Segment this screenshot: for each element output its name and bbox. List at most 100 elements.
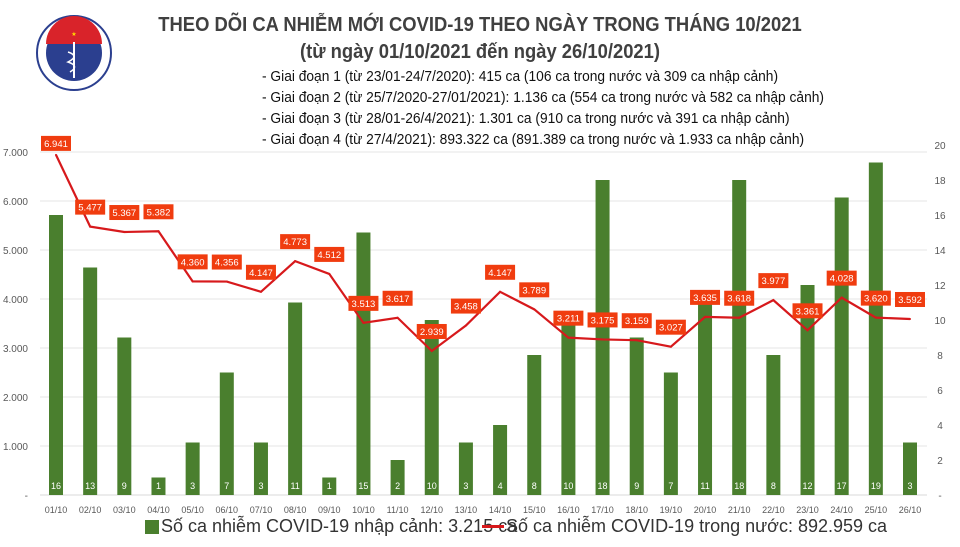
line-label-box [177, 254, 208, 270]
bar [663, 372, 678, 495]
left-axis-tick: 5.000 [3, 246, 28, 257]
x-axis-tick: 19/10 [660, 505, 683, 515]
line-point [259, 290, 262, 293]
line-data-label: 3.592 [898, 295, 922, 306]
bar-data-label: 18 [598, 481, 608, 491]
line-data-label: 4.028 [830, 274, 854, 285]
left-axis-tick: 7.000 [3, 148, 28, 159]
line-data-label: 3.211 [557, 314, 580, 325]
bar [424, 320, 439, 495]
bar-data-label: 15 [358, 481, 368, 491]
line-label-box [519, 282, 550, 298]
bar-data-label: 1 [156, 481, 161, 491]
line-label-box [860, 290, 891, 306]
right-axis-tick: 16 [934, 211, 946, 222]
line-data-label: 6.941 [44, 139, 68, 150]
right-axis-tick: 8 [937, 351, 943, 362]
line-label-box [245, 264, 276, 280]
right-axis-tick: 4 [937, 421, 943, 432]
phase-note: - Giai đoạn 3 (từ 28/01-26/4/2021): 1.30… [262, 111, 790, 127]
x-axis-tick: 25/10 [865, 505, 888, 515]
line-point [396, 316, 399, 319]
x-axis-tick: 06/10 [216, 505, 239, 515]
domestic-line [55, 154, 911, 353]
bar [151, 477, 166, 495]
bar [185, 442, 200, 495]
line-data-label: 3.458 [454, 302, 478, 313]
bar-data-label: 10 [563, 481, 573, 491]
line-label-box [724, 290, 755, 306]
line-data-label: 5.367 [112, 208, 136, 219]
phase-notes: - Giai đoạn 1 (từ 23/01-24/7/2020): 415 … [262, 67, 824, 151]
left-axis-tick: - [25, 491, 28, 502]
chart-title: THEO DÕI CA NHIỄM MỚI COVID-19 THEO NGÀY… [158, 14, 802, 36]
left-axis-tick: 3.000 [3, 344, 28, 355]
line-label-box [348, 295, 379, 311]
line-label-box [416, 323, 447, 339]
left-axis-tick: 6.000 [3, 197, 28, 208]
bar [253, 442, 268, 495]
line-data-label: 3.635 [693, 293, 717, 304]
line-label-box [41, 135, 71, 151]
legend-bar-swatch [145, 519, 159, 534]
x-axis-tick: 14/10 [489, 505, 512, 515]
x-axis-tick: 07/10 [250, 505, 273, 515]
bar-data-label: 2 [395, 481, 400, 491]
bar [117, 337, 132, 495]
line-point [533, 308, 536, 311]
bar [356, 232, 371, 495]
line-data-label: 4.512 [317, 250, 341, 261]
line-point [464, 324, 467, 327]
phase-note: - Giai đoạn 1 (từ 23/01-24/7/2020): 415 … [262, 69, 779, 85]
bar-data-label: 3 [907, 481, 912, 491]
bar [732, 180, 747, 495]
legend-item-domestic: Số ca nhiễm COVID-19 trong nước: 892.959… [482, 516, 887, 537]
line-data-label: 3.977 [761, 276, 785, 287]
x-axis-tick: 10/10 [352, 505, 375, 515]
x-axis-tick: 16/10 [557, 505, 580, 515]
x-axis-tick: 12/10 [420, 505, 443, 515]
bar-data-label: 4 [498, 481, 503, 491]
line-point [567, 336, 570, 339]
line-point [328, 272, 331, 275]
bar-data-label: 8 [532, 481, 537, 491]
line-point [362, 321, 365, 324]
line-point [704, 315, 707, 318]
bar [595, 180, 610, 495]
line-label-box [758, 273, 789, 289]
line-data-label: 3.617 [386, 294, 410, 305]
line-data-label: 4.147 [249, 268, 273, 279]
left-axis-tick: 2.000 [3, 393, 28, 404]
right-axis-tick: 14 [934, 246, 946, 257]
line-data-label: 4.360 [181, 257, 205, 268]
line-label-box [621, 313, 652, 329]
bar [800, 285, 815, 495]
line-data-label: 2.939 [420, 327, 444, 338]
bar-data-label: 9 [122, 481, 127, 491]
line-point [738, 316, 741, 319]
phase-note: - Giai đoạn 4 (từ 27/4/2021): 893.322 ca… [262, 132, 805, 148]
bar-data-label: 19 [871, 481, 881, 491]
line-data-label: 5.382 [147, 207, 171, 218]
left-axis-tick: 4.000 [3, 295, 28, 306]
line-data-label: 3.361 [796, 306, 820, 317]
line-label-box [280, 234, 311, 250]
bar-data-label: 16 [51, 481, 61, 491]
ministry-of-health-logo: ★ [36, 15, 112, 91]
line-point [499, 290, 502, 293]
legend-label: Số ca nhiễm COVID-19 trong nước: 892.959… [506, 516, 888, 536]
right-axis-tick: - [938, 491, 941, 502]
x-axis-tick: 13/10 [455, 505, 478, 515]
bar [288, 302, 303, 495]
line-data-label: 3.789 [522, 285, 546, 296]
x-axis-tick: 21/10 [728, 505, 751, 515]
right-axis-tick: 18 [934, 176, 946, 187]
x-axis-tick: 08/10 [284, 505, 307, 515]
bar-data-label: 17 [837, 481, 847, 491]
bar [493, 425, 508, 495]
line-label-box [690, 289, 721, 305]
bar-data-label: 18 [734, 481, 744, 491]
line-point [157, 230, 160, 233]
bar [868, 162, 883, 495]
